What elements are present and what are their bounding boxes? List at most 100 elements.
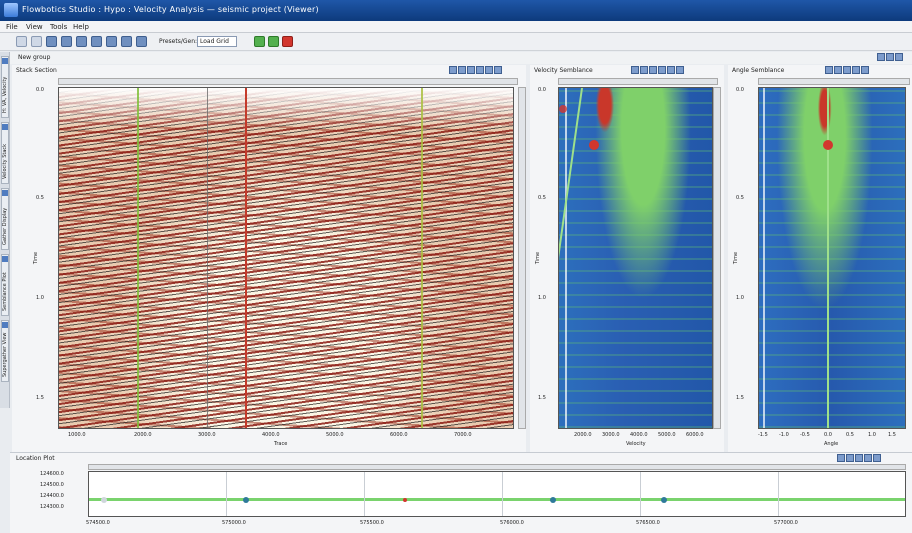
maximize-icon[interactable] [886,53,894,61]
menu-help[interactable]: Help [73,23,89,31]
sidebar-tab-5[interactable]: Supergather View [1,320,9,382]
zoom-in-icon[interactable] [834,66,842,74]
open-icon[interactable] [31,36,42,47]
x-tick: 5000.0 [658,432,676,438]
angle-semblance-plot[interactable] [758,87,906,429]
vertical-scrollbar[interactable] [713,87,721,429]
zoom-in-icon[interactable] [846,454,854,462]
new-icon[interactable] [16,36,27,47]
velocity-semblance-plot[interactable] [558,87,713,429]
current-location-marker[interactable] [403,498,407,502]
angle-pick-marker[interactable] [823,140,833,150]
run-icon[interactable] [254,36,265,47]
grid-icon[interactable] [873,454,881,462]
cmp-marker-line[interactable] [137,88,139,428]
menu-tools[interactable]: Tools [50,23,68,31]
panel-tools [448,66,502,75]
print-icon[interactable] [61,36,72,47]
zoom-in-icon[interactable] [458,66,466,74]
grid-line [226,472,227,516]
x-tick: 576500.0 [636,520,660,526]
panel-title: Velocity Semblance [534,67,593,74]
angle-pick-curve[interactable] [827,88,829,428]
pan-icon[interactable] [449,66,457,74]
cmp-marker-line[interactable] [207,88,208,428]
y-tick: 0.0 [736,87,744,93]
zoom-out-icon[interactable] [106,36,117,47]
survey-line[interactable] [89,498,905,501]
zoom-in-icon[interactable] [91,36,102,47]
grid-icon[interactable] [861,66,869,74]
velocity-pick-curve[interactable] [559,88,583,428]
template-select[interactable]: Load Grid [197,36,237,47]
horizontal-scrollbar[interactable] [58,78,518,85]
y-tick: 1.0 [36,295,44,301]
zoom-fit-icon[interactable] [658,66,666,74]
x-tick: -0.5 [800,432,810,438]
panel-icon [2,256,8,262]
menu-file[interactable]: File [6,23,18,31]
grid-line [640,472,641,516]
x-tick: 4000.0 [630,432,648,438]
y-tick: 124600.0 [40,471,64,477]
y-tick: 124300.0 [40,504,64,510]
zoom-in-icon[interactable] [640,66,648,74]
zoom-fit-icon[interactable] [864,454,872,462]
stop-icon[interactable] [282,36,293,47]
cmp-point[interactable] [243,497,249,503]
zoom-fit-icon[interactable] [121,36,132,47]
export-icon[interactable] [494,66,502,74]
sidebar-tab-2[interactable]: Velocity Stack [1,122,9,184]
stack-section-panel: Stack Section 0.0 0.5 1.0 1.5 Time 1000.… [12,65,526,452]
y-tick: 1.5 [736,395,744,401]
cmp-marker-line[interactable] [421,88,423,428]
x-tick: 575500.0 [360,520,384,526]
sidebar-tab-3[interactable]: Gather Display [1,188,9,250]
cmp-point[interactable] [101,497,107,503]
settings-icon[interactable] [136,36,147,47]
horizontal-scrollbar[interactable] [758,78,910,85]
panel-tools [824,66,869,75]
template-value: Load Grid [200,38,229,45]
menu-view[interactable]: View [26,23,43,31]
stack-section-plot[interactable] [58,87,514,429]
sidebar-tab-1[interactable]: H: VA, Velocity Panel [1,56,9,118]
x-tick: 574500.0 [86,520,110,526]
cmp-point[interactable] [661,497,667,503]
cmp-point[interactable] [550,497,556,503]
y-tick: 0.5 [36,195,44,201]
save-icon[interactable] [46,36,57,47]
export-icon[interactable] [676,66,684,74]
window-title: Flowbotics Studio : Hypo : Velocity Anal… [22,5,319,14]
plot-top-fade [59,88,513,129]
zoom-out-icon[interactable] [855,454,863,462]
zoom-out-icon[interactable] [843,66,851,74]
current-cmp-line[interactable] [245,88,247,428]
select-icon[interactable] [837,454,845,462]
velocity-pick-marker[interactable] [559,105,567,113]
zoom-out-icon[interactable] [649,66,657,74]
vertical-scrollbar[interactable] [518,87,526,429]
zoom-out-icon[interactable] [467,66,475,74]
panel-icon [2,322,8,328]
x-axis-label: Velocity [626,441,646,447]
horizontal-scrollbar[interactable] [558,78,718,85]
grid-icon[interactable] [667,66,675,74]
y-tick: 124500.0 [40,482,64,488]
close-icon[interactable] [895,53,903,61]
zoom-fit-icon[interactable] [852,66,860,74]
layout-icon[interactable] [877,53,885,61]
location-plot[interactable] [88,471,906,517]
sidebar-tab-4[interactable]: Semblance Plot [1,254,9,316]
x-tick: 5000.0 [326,432,344,438]
pan-icon[interactable] [631,66,639,74]
y-axis-label: Time [33,251,40,265]
x-tick: 0.5 [846,432,854,438]
horizontal-scrollbar[interactable] [88,464,906,470]
velocity-pick-marker[interactable] [589,140,599,150]
monitor-icon[interactable] [76,36,87,47]
pan-icon[interactable] [825,66,833,74]
grid-icon[interactable] [485,66,493,74]
refresh-icon[interactable] [268,36,279,47]
zoom-fit-icon[interactable] [476,66,484,74]
